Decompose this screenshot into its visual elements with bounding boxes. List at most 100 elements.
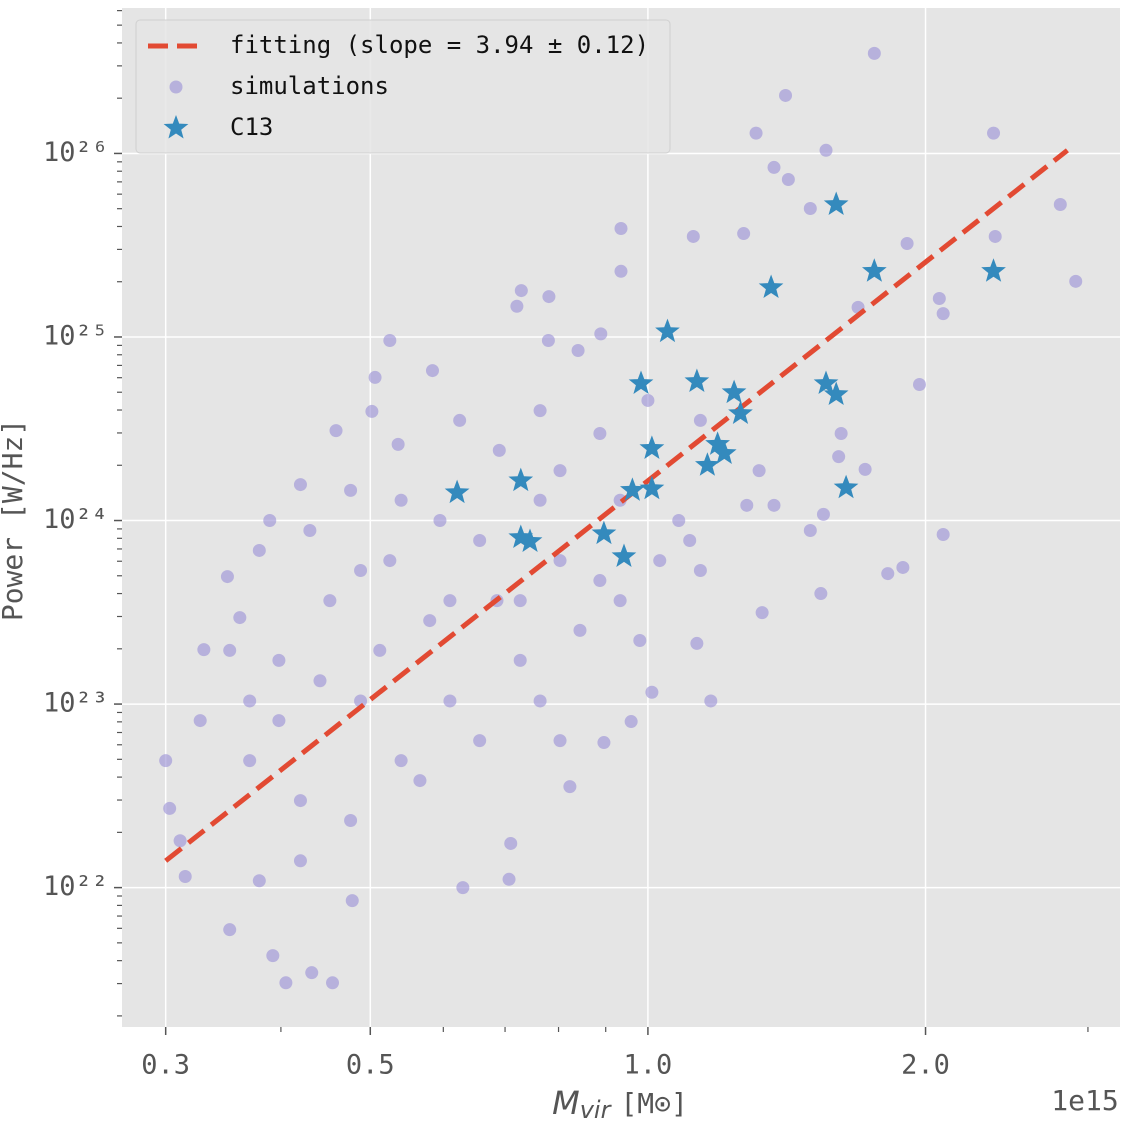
star-point xyxy=(833,474,859,499)
x-label-sub: vir xyxy=(580,1096,613,1124)
sim-point xyxy=(323,594,337,608)
sim-point xyxy=(683,534,697,548)
y-tick-label: 10²⁶ xyxy=(43,137,108,168)
star-point xyxy=(813,370,839,394)
sim-point xyxy=(867,46,881,60)
sim-point xyxy=(329,424,343,438)
x-offset-text: 1e15 xyxy=(1051,1084,1118,1117)
sim-point xyxy=(633,633,647,647)
sim-point xyxy=(613,594,627,608)
sim-point xyxy=(443,694,457,708)
sim-point xyxy=(900,237,914,251)
sim-point xyxy=(391,437,405,451)
sim-point xyxy=(594,327,608,341)
sim-point xyxy=(614,221,628,235)
legend-box xyxy=(135,19,671,154)
sim-point xyxy=(767,160,781,174)
sim-point xyxy=(704,694,718,708)
sim-point xyxy=(502,872,516,886)
sim-point xyxy=(749,126,763,140)
sim-point xyxy=(834,426,848,440)
star-point xyxy=(639,435,665,459)
fit-line xyxy=(164,148,1069,863)
y-tick-label: 10²³ xyxy=(43,688,108,719)
sim-point xyxy=(473,734,487,748)
star-point xyxy=(611,543,637,567)
sim-point xyxy=(243,694,257,708)
star-point xyxy=(620,477,645,501)
sim-point xyxy=(394,493,408,507)
sim-point xyxy=(816,507,830,521)
sim-point xyxy=(624,715,638,729)
sim-point xyxy=(781,173,795,187)
sim-point xyxy=(513,594,527,608)
sim-point xyxy=(819,143,833,157)
legend-label: simulations xyxy=(230,72,389,100)
star-point xyxy=(517,528,543,552)
star-point xyxy=(758,274,784,298)
sim-point xyxy=(344,814,358,828)
sim-point xyxy=(693,564,707,578)
sim-point xyxy=(423,614,437,628)
sim-point xyxy=(272,653,286,667)
sim-point xyxy=(178,869,192,883)
sim-point xyxy=(553,734,567,748)
x-label-main: M xyxy=(552,1084,580,1122)
sim-point xyxy=(881,567,895,581)
sim-point xyxy=(690,636,704,650)
plot-area xyxy=(122,8,1120,1027)
star-point xyxy=(444,479,470,504)
sim-point xyxy=(553,464,567,478)
sim-point xyxy=(593,426,607,440)
sim-point xyxy=(443,594,457,608)
sim-point xyxy=(672,514,686,528)
sim-point xyxy=(513,653,527,667)
axes: 0.3 0.5 1.0 2.0 10²² 10²³ 10²⁴ 10²⁵ 10²⁶ xyxy=(43,10,1089,1081)
sim-point xyxy=(686,229,700,243)
sim-point xyxy=(514,284,528,298)
sim-point xyxy=(326,976,340,990)
sim-point xyxy=(533,493,547,507)
y-axis-label: Power [W/Hz] xyxy=(0,419,29,621)
sim-point xyxy=(383,554,397,568)
sim-point xyxy=(243,754,257,768)
star-point xyxy=(728,400,753,424)
sim-point xyxy=(755,606,769,620)
sim-point xyxy=(413,774,427,788)
legend-label: C13 xyxy=(230,113,273,141)
sim-point xyxy=(653,554,667,568)
sim-point xyxy=(932,292,946,306)
sim-point xyxy=(223,923,237,937)
sim-point xyxy=(814,587,828,601)
sim-point xyxy=(896,560,910,574)
sim-point xyxy=(345,894,359,908)
star-point xyxy=(711,440,737,464)
x-label-unit: [M⊙] xyxy=(620,1087,687,1120)
sim-point xyxy=(303,524,317,538)
star-point xyxy=(628,370,654,394)
sim-point xyxy=(279,976,293,990)
star-point xyxy=(639,475,665,500)
legend: fitting (slope = 3.94 ± 0.12) simulations… xyxy=(135,19,671,154)
sim-point xyxy=(597,736,611,750)
sim-point xyxy=(504,836,518,850)
sim-point xyxy=(533,694,547,708)
y-tick-label: 10²⁵ xyxy=(43,320,108,351)
sim-point xyxy=(293,794,307,808)
legend-circle xyxy=(169,80,183,94)
sim-point xyxy=(912,377,926,391)
sim-point xyxy=(433,514,447,528)
sim-point xyxy=(252,874,266,888)
sim-point xyxy=(368,370,382,384)
sim-point xyxy=(373,643,387,657)
marks xyxy=(159,46,1083,990)
x-tick-label: 2.0 xyxy=(901,1050,950,1081)
sim-point xyxy=(173,834,187,848)
sim-point xyxy=(159,754,173,768)
sim-point xyxy=(394,754,408,768)
sim-point xyxy=(293,854,307,868)
sim-point xyxy=(542,290,556,304)
star-point xyxy=(655,318,680,343)
sim-point xyxy=(425,364,439,378)
sim-point xyxy=(233,611,247,625)
